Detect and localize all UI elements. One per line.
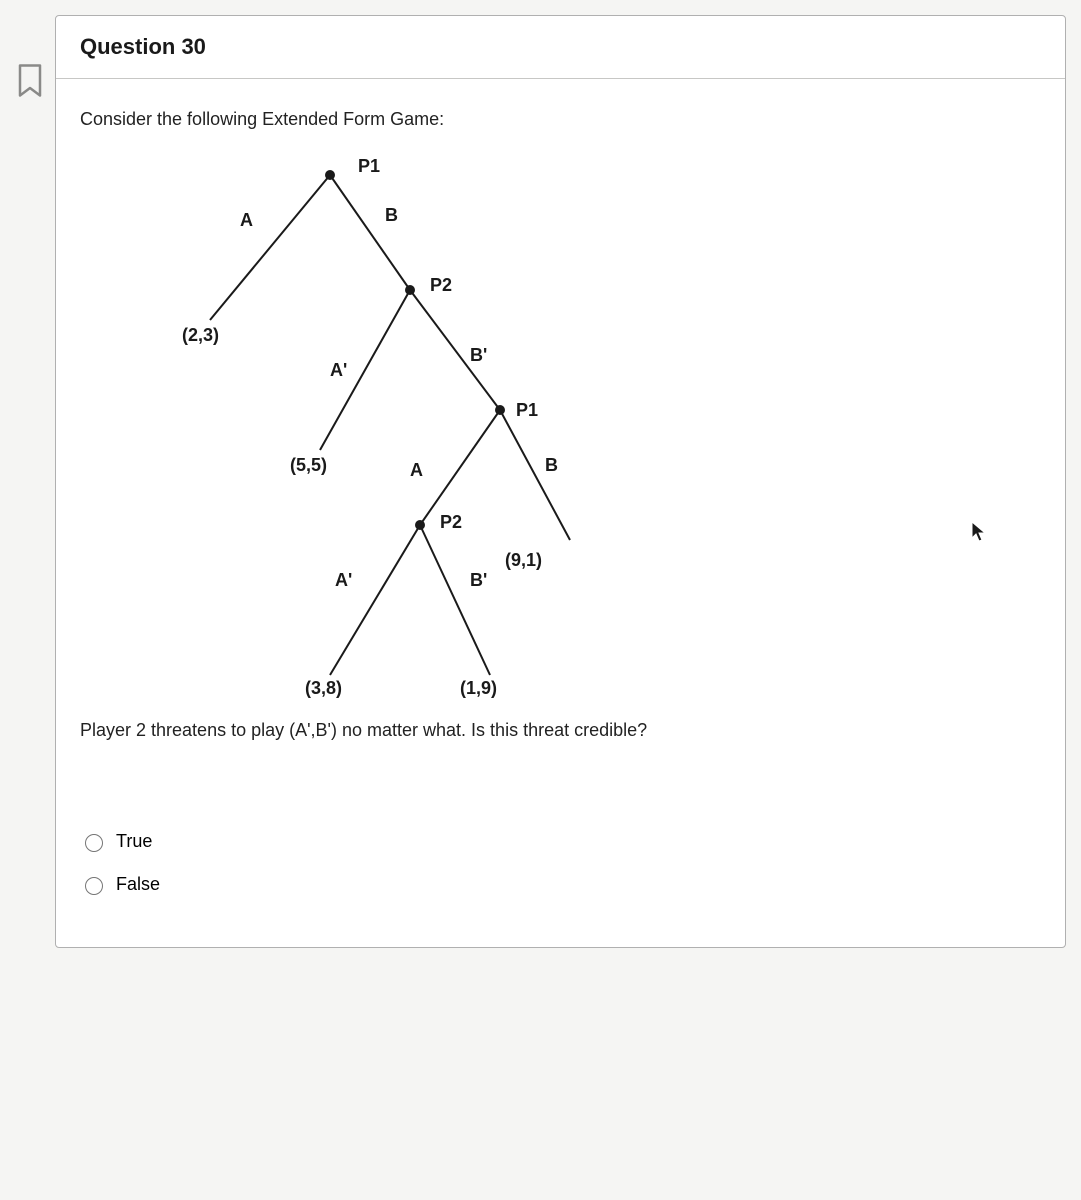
tree-edge-label: A' (335, 570, 352, 591)
tree-edge-label: B (385, 205, 398, 226)
radio-false[interactable] (85, 877, 103, 895)
radio-true[interactable] (85, 834, 103, 852)
tree-payoff-label: (5,5) (290, 455, 327, 476)
tree-edge-label: A (240, 210, 253, 231)
tree-payoff-label: (2,3) (182, 325, 219, 346)
tree-payoff-label: (1,9) (460, 678, 497, 699)
tree-edge-label: B' (470, 345, 487, 366)
tree-payoff-label: (3,8) (305, 678, 342, 699)
tree-edge-label: B' (470, 570, 487, 591)
question-card: Question 30 Consider the following Exten… (55, 15, 1066, 948)
tree-player-label: P2 (430, 275, 452, 296)
tree-edge-label: A (410, 460, 423, 481)
tree-player-label: P1 (358, 156, 380, 177)
tree-edge-label: A' (330, 360, 347, 381)
option-true[interactable]: True (80, 831, 1041, 852)
tree-edge-label: B (545, 455, 558, 476)
option-true-label: True (116, 831, 152, 852)
question-body: Consider the following Extended Form Gam… (56, 79, 1065, 947)
bookmark-icon[interactable] (15, 63, 45, 98)
question-title: Question 30 (56, 16, 1065, 79)
game-tree-diagram: A B A' B' A B A' B' P1 (2,3) P2 (5,5) P1 P2 (9,1) (3,8)… (110, 150, 630, 710)
tree-player-label: P2 (440, 512, 462, 533)
tree-payoff-label: (9,1) (505, 550, 542, 571)
question-followup: Player 2 threatens to play (A',B') no ma… (80, 720, 1041, 741)
option-false[interactable]: False (80, 874, 1041, 895)
question-prompt: Consider the following Extended Form Gam… (80, 109, 1041, 130)
option-false-label: False (116, 874, 160, 895)
tree-player-label: P1 (516, 400, 538, 421)
